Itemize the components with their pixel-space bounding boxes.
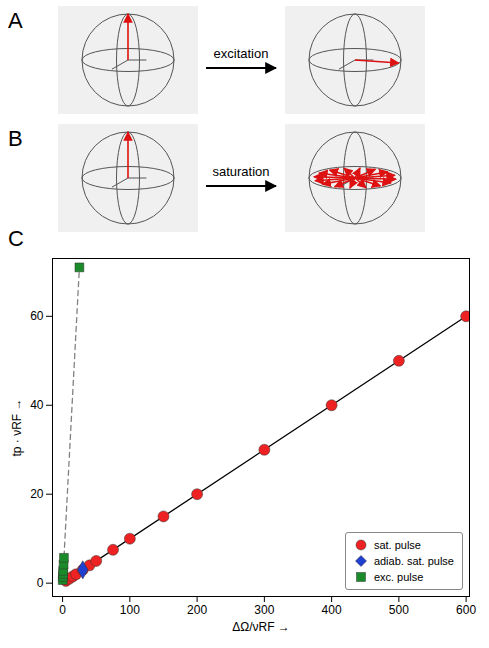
svg-text:400: 400 — [322, 603, 342, 617]
svg-text:ΔΩ/νRF →: ΔΩ/νRF → — [232, 620, 290, 634]
svg-text:20: 20 — [30, 487, 44, 501]
svg-text:200: 200 — [187, 603, 207, 617]
svg-text:600: 600 — [456, 603, 476, 617]
svg-text:100: 100 — [120, 603, 140, 617]
html-text:sat. pulse: sat. pulse — [373, 539, 421, 551]
html-text:adiab. sat. pulse: adiab. sat. pulse — [373, 555, 454, 567]
svg-text:excitation: excitation — [214, 46, 269, 61]
svg-text:saturation: saturation — [212, 164, 269, 179]
svg-text:500: 500 — [389, 603, 409, 617]
svg-text:tp · νRF →: tp · νRF → — [10, 398, 24, 456]
svg-text:60: 60 — [30, 309, 44, 323]
svg-text:B: B — [8, 126, 23, 151]
svg-text:300: 300 — [254, 603, 274, 617]
svg-text:0: 0 — [59, 603, 66, 617]
html-text:exc. pulse: exc. pulse — [373, 571, 424, 583]
svg-text:A: A — [8, 8, 23, 33]
svg-text:C: C — [8, 226, 24, 250]
svg-text:40: 40 — [30, 398, 44, 412]
svg-text:0: 0 — [37, 576, 44, 590]
